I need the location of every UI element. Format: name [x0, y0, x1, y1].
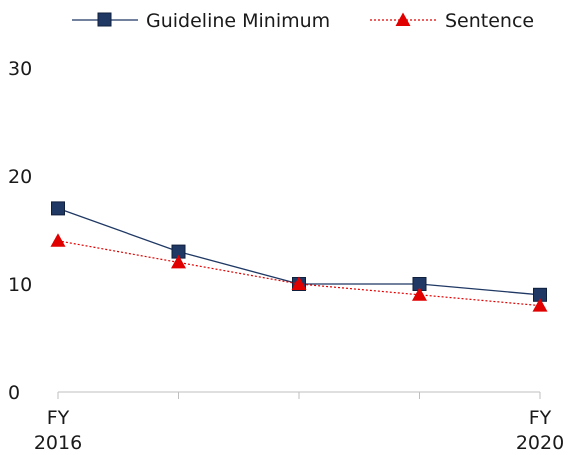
x-tick-label-line1: FY: [529, 407, 552, 429]
y-tick-label: 20: [8, 166, 32, 188]
data-point-triangle-sentence: [532, 298, 548, 312]
x-axis: FY 2016 FY 2020: [34, 391, 564, 454]
data-point-triangle-sentence: [171, 254, 186, 269]
y-tick-label: 10: [8, 274, 32, 296]
y-axis: 0 10 20 30: [8, 58, 32, 404]
y-tick-label: 0: [8, 382, 20, 404]
x-tick-label-line2: 2020: [516, 432, 564, 454]
legend-label-guideline-minimum: Guideline Minimum: [146, 10, 330, 32]
legend-item-sentence: Sentence: [370, 10, 534, 32]
series-sentence: [50, 233, 548, 312]
x-tick-label-line2: 2016: [34, 432, 82, 454]
legend: Guideline Minimum Sentence: [72, 10, 534, 32]
data-point-triangle-sentence: [291, 276, 307, 290]
legend-label-sentence: Sentence: [445, 10, 534, 32]
plot-series: [50, 201, 548, 312]
legend-item-guideline-minimum: Guideline Minimum: [72, 10, 330, 32]
legend-marker-triangle-icon: [395, 12, 411, 26]
data-point-square-guideline-minimum: [51, 201, 65, 216]
legend-marker-square-icon: [97, 12, 112, 27]
data-point-triangle-sentence: [412, 287, 427, 301]
x-tick-label-line1: FY: [47, 407, 70, 429]
series-line-sentence: [57, 240, 541, 307]
y-tick-label: 30: [8, 58, 32, 80]
data-point-triangle-sentence: [50, 233, 66, 247]
